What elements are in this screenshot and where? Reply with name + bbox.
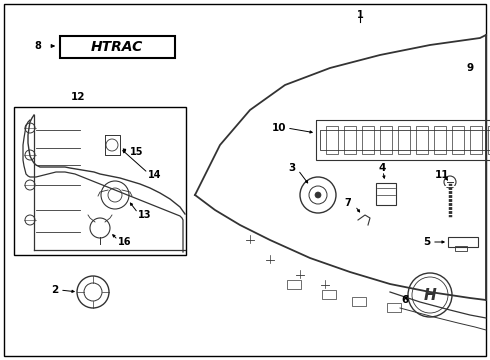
Text: 12: 12 [71,92,85,102]
Bar [398,126,410,154]
Bar [452,126,464,154]
Bar [455,246,467,251]
Bar [380,126,392,154]
Text: 14: 14 [148,170,162,180]
Bar [60,36,175,58]
Text: 7: 7 [344,198,351,208]
Text: 5: 5 [423,237,430,247]
Circle shape [315,192,321,198]
Bar [320,130,490,150]
Text: HTRAC: HTRAC [91,40,143,54]
Text: 8: 8 [35,41,42,51]
Bar [488,126,490,154]
Text: 4: 4 [378,163,386,173]
Bar [376,183,396,205]
Bar [434,126,446,154]
Bar [352,297,366,306]
Bar [470,126,482,154]
Text: 3: 3 [289,163,296,173]
Bar [448,237,478,247]
Text: 1: 1 [357,10,364,20]
Bar [416,126,428,154]
Bar [322,290,336,299]
Bar [316,120,490,160]
Text: 6: 6 [401,295,409,305]
Bar [14,107,186,255]
Text: 15: 15 [130,147,144,157]
Bar [362,126,374,154]
Text: 11: 11 [435,170,449,180]
Text: 9: 9 [466,63,473,73]
Text: 2: 2 [51,285,58,295]
Bar [387,303,401,312]
Text: 13: 13 [138,210,151,220]
Text: 10: 10 [271,123,286,133]
Text: H: H [424,288,437,302]
Text: 16: 16 [118,237,131,247]
Bar [326,126,338,154]
Bar [344,126,356,154]
Bar [287,280,301,289]
